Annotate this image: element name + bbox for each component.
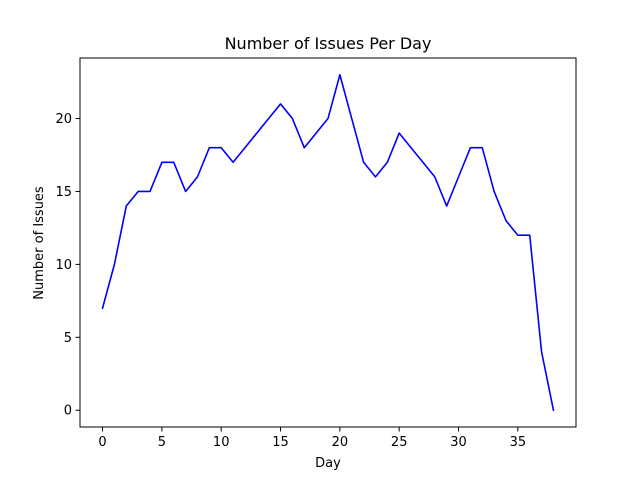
plot-background bbox=[80, 58, 576, 427]
x-axis-label: Day bbox=[315, 456, 341, 471]
x-tick-label: 20 bbox=[332, 435, 349, 450]
y-tick-label: 20 bbox=[55, 112, 72, 127]
x-tick-label: 35 bbox=[510, 435, 527, 450]
x-tick-label: 30 bbox=[450, 435, 467, 450]
y-tick-label: 5 bbox=[64, 331, 72, 346]
x-tick-label: 0 bbox=[98, 435, 106, 450]
x-axis-ticks: 0 5 10 15 20 25 30 35 bbox=[98, 427, 526, 450]
x-tick-label: 5 bbox=[158, 435, 166, 450]
y-axis-ticks: 0 5 10 15 20 bbox=[55, 112, 80, 419]
y-tick-label: 10 bbox=[55, 258, 72, 273]
y-tick-label: 0 bbox=[64, 404, 72, 419]
y-axis-label: Number of Issues bbox=[32, 186, 47, 300]
chart-title: Number of Issues Per Day bbox=[225, 34, 432, 53]
y-tick-label: 15 bbox=[55, 185, 72, 200]
x-tick-label: 25 bbox=[391, 435, 408, 450]
axes-frame bbox=[79, 57, 577, 428]
x-tick-label: 15 bbox=[272, 435, 289, 450]
plot-area bbox=[80, 58, 576, 427]
x-tick-label: 10 bbox=[213, 435, 230, 450]
axes bbox=[79, 57, 577, 428]
series-layer bbox=[101, 73, 555, 412]
